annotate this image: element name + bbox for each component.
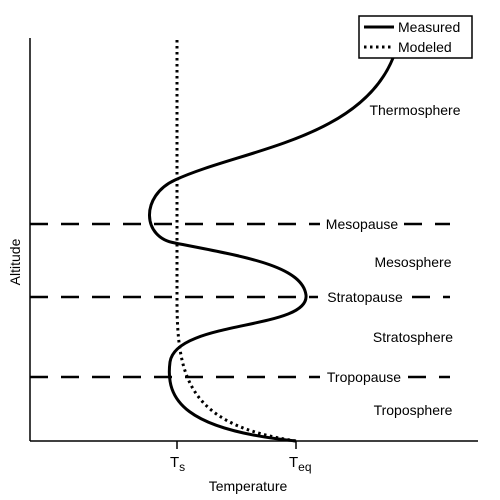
legend-measured-label: Measured: [398, 19, 460, 35]
layer-stratosphere: Stratosphere: [373, 329, 453, 345]
tick-label-teq: Teq: [289, 454, 312, 474]
y-axis-label: Altitude: [7, 238, 23, 285]
legend-modeled-label: Modeled: [398, 39, 452, 55]
modeled-curve: [175, 40, 297, 443]
layer-troposphere: Troposphere: [374, 402, 453, 418]
tick-label-teq-main: T: [289, 454, 298, 471]
tick-label-teq-sub: eq: [298, 460, 311, 474]
boundary-stratopause: Stratopause: [327, 289, 403, 305]
boundary-mesopause: Mesopause: [326, 216, 399, 232]
tick-label-ts: Ts: [170, 454, 185, 474]
boundary-tropopause: Tropopause: [327, 369, 401, 385]
legend: Measured Modeled: [358, 15, 473, 59]
layer-thermosphere: Thermosphere: [369, 102, 460, 118]
tick-label-ts-main: T: [170, 454, 179, 471]
measured-curve: [148, 57, 395, 443]
tick-label-ts-sub: s: [179, 460, 185, 474]
layer-mesosphere: Mesosphere: [374, 254, 451, 270]
x-axis-label: Temperature: [209, 478, 288, 494]
